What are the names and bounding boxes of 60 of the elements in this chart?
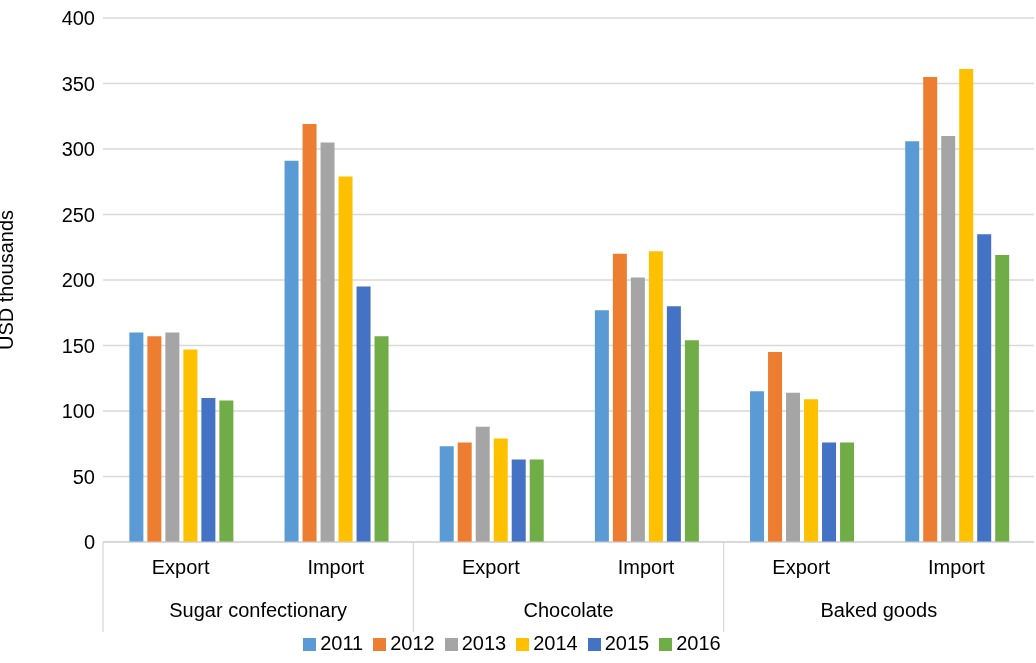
bar <box>684 340 699 542</box>
bar <box>302 124 317 542</box>
y-tick-label: 200 <box>61 269 95 292</box>
bar <box>941 135 956 542</box>
bar <box>786 392 801 542</box>
legend-label: 2016 <box>676 632 721 654</box>
bar <box>612 253 627 542</box>
bar <box>648 251 663 542</box>
bar <box>201 397 216 542</box>
bar <box>630 277 645 542</box>
bar <box>219 400 234 542</box>
bar <box>666 306 681 542</box>
bar <box>923 76 938 542</box>
x-tick-label: Import <box>928 556 986 578</box>
y-tick-label: 50 <box>72 465 95 488</box>
bar <box>374 336 389 542</box>
bar <box>129 332 144 542</box>
bar <box>804 399 819 542</box>
bar <box>439 446 454 542</box>
legend-label: 2014 <box>533 632 578 654</box>
x-tick-label: Export <box>462 556 521 578</box>
x-tick-label: Import <box>307 556 365 578</box>
bar <box>493 438 508 542</box>
legend-label: 2013 <box>461 632 507 654</box>
bar <box>750 391 765 542</box>
x-tick-label: Import <box>617 556 675 578</box>
x-tick-label: Export <box>772 556 831 578</box>
text: Sugar confectionary <box>169 599 348 621</box>
bar <box>977 234 992 542</box>
bar <box>320 142 335 542</box>
legend-label: 2012 <box>390 632 435 654</box>
bar <box>338 176 353 542</box>
bar <box>768 352 783 542</box>
bar <box>959 69 974 542</box>
bar <box>822 442 837 542</box>
bar <box>183 349 198 542</box>
text: Baked goods <box>820 599 938 621</box>
bar <box>457 442 472 542</box>
y-tick-label: 0 <box>83 531 95 554</box>
bar <box>511 459 526 542</box>
y-tick-label: 400 <box>61 7 95 30</box>
y-tick-label: 250 <box>61 203 95 226</box>
legend-label: 2011 <box>320 632 364 654</box>
bar <box>594 310 609 542</box>
bar <box>165 332 180 542</box>
x-tick-label: Export <box>151 556 210 578</box>
bar <box>356 286 371 542</box>
y-tick-label: 350 <box>61 72 95 95</box>
bar <box>475 426 490 542</box>
bar <box>905 141 920 542</box>
bar <box>147 336 162 542</box>
legend-label: 2015 <box>604 632 650 654</box>
bar <box>995 255 1010 542</box>
bar <box>840 442 855 542</box>
y-tick-label: 150 <box>61 334 95 357</box>
bar <box>529 459 544 542</box>
y-tick-label: 100 <box>61 400 95 423</box>
bar <box>284 160 299 542</box>
text: Chocolate <box>523 599 614 621</box>
y-tick-label: 300 <box>61 138 95 161</box>
